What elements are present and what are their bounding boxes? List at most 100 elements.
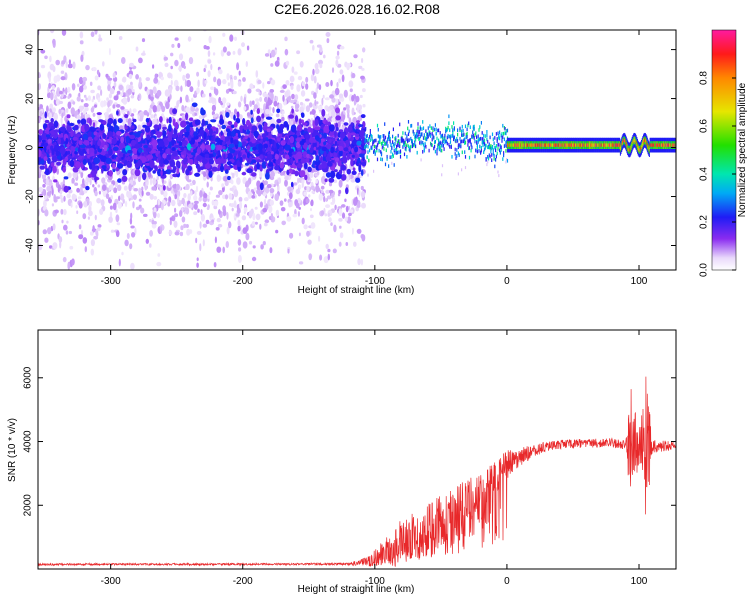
spectrogram-cell — [242, 154, 247, 159]
spectrogram-cell — [82, 159, 87, 166]
spectrogram-cell — [237, 219, 241, 226]
spectrogram-cell — [178, 53, 184, 61]
spectrogram-cell — [164, 89, 170, 97]
spectrogram-cell — [225, 111, 230, 118]
spectrogram-cell — [321, 176, 326, 184]
spectrogram-cell — [284, 90, 289, 98]
spectrogram-cell — [152, 86, 157, 94]
spectrogram-cell — [112, 104, 116, 109]
spectrogram-cell — [352, 139, 357, 146]
spectrogram-cell — [361, 234, 366, 242]
spectrogram-cell — [295, 103, 300, 109]
spectrogram-cell — [333, 224, 337, 233]
spectrogram-cell — [338, 241, 342, 247]
spectrogram-cell — [105, 73, 109, 78]
spectrogram-cell — [266, 153, 273, 161]
spectrogram-cell — [220, 130, 223, 136]
spectrogram-cell — [216, 217, 221, 223]
spectrogram-cell — [122, 169, 128, 176]
figure-title: C2E6.2026.028.16.02.R08 — [274, 1, 440, 17]
spectrogram-cell — [270, 151, 274, 155]
spectrogram-cell — [99, 123, 105, 131]
spectrogram-cell — [75, 147, 79, 152]
spectrogram-cell — [245, 232, 250, 241]
spectrogram-cell — [186, 79, 192, 88]
spectrogram-cell — [180, 85, 183, 92]
spectrogram-cell — [78, 150, 84, 156]
spectrogram-cell — [328, 217, 332, 223]
spectrogram-cell — [167, 201, 171, 207]
spectrogram-cell — [330, 146, 335, 154]
spectrogram-cell — [325, 189, 331, 194]
spectrogram-cell — [276, 118, 282, 124]
spectrogram-cell — [356, 204, 361, 208]
spectrogram-cell — [156, 184, 161, 188]
spectrogram-cell — [344, 198, 347, 203]
spectrogram-cell — [129, 134, 136, 140]
spectrogram-cell — [133, 188, 138, 192]
spectrogram-cell — [145, 117, 150, 123]
spectrogram-cell — [196, 230, 202, 235]
spectrogram-cell — [222, 141, 226, 146]
spectrogram-cell — [284, 48, 289, 56]
spectrogram-cell — [325, 172, 332, 178]
spectrogram-cell — [252, 108, 256, 112]
spectrogram-cell — [256, 189, 260, 195]
spectrogram-cell — [212, 114, 218, 118]
spectrogram-cell — [222, 79, 227, 85]
spectrogram-cell — [263, 222, 268, 227]
spectrogram-cell — [134, 143, 141, 149]
spectrogram-cell — [225, 89, 230, 94]
spectrogram-cell — [193, 211, 198, 216]
spectrogram-cell — [46, 105, 49, 113]
spectrogram-cell — [350, 159, 354, 167]
spectrogram-cell — [153, 165, 158, 169]
spectrogram-cell — [149, 96, 154, 101]
spectrogram-cell — [316, 82, 320, 89]
spectrogram-cell — [243, 124, 248, 131]
spectrogram-cell — [58, 100, 63, 105]
spectrogram-cell — [309, 39, 314, 44]
spectrogram-cell — [121, 175, 128, 182]
spectrogram-cell — [174, 231, 180, 236]
spectrogram-cell — [316, 171, 320, 176]
spectrogram-cell — [368, 137, 370, 141]
spectrogram-cell — [333, 169, 338, 173]
spectrogram-cell — [365, 155, 368, 159]
spectrogram-cell — [146, 88, 150, 96]
spectrogram-cell — [92, 184, 95, 188]
spectrogram-cell — [289, 136, 295, 144]
spectrogram-cell — [272, 107, 275, 114]
spectrogram-cell — [308, 253, 313, 261]
spectrogram-cell — [61, 112, 64, 119]
spectrogram-cell — [198, 196, 202, 202]
spectrogram-marks — [38, 25, 676, 270]
spectrogram-cell — [208, 170, 213, 178]
spectrogram-cell — [291, 66, 295, 73]
spectrogram-cell — [116, 90, 121, 95]
spectrogram-cell — [201, 143, 206, 151]
spectrogram-cell — [324, 213, 328, 217]
spectrogram-cell — [255, 98, 260, 102]
spectrogram-cell — [236, 62, 240, 71]
spectrogram-cell — [79, 85, 84, 93]
spectrogram-cell — [110, 229, 115, 233]
spectrogram-cell — [317, 105, 323, 111]
spectrogram-cell — [115, 230, 120, 238]
spectrogram-cell — [239, 201, 243, 210]
spectrogram-cell — [228, 193, 233, 200]
spectrogram-cell — [194, 200, 199, 204]
spectrogram-cell — [285, 154, 290, 160]
spectrogram-cell — [67, 63, 73, 69]
spectrogram-cell — [38, 186, 43, 193]
spectrogram-cell — [213, 262, 217, 268]
spectrogram-cell — [321, 109, 326, 117]
spectrogram-cell — [320, 25, 322, 28]
spectrogram-cell — [226, 226, 230, 235]
spectrogram-cell — [241, 171, 247, 176]
spectrogram-cell — [122, 119, 125, 126]
spectrogram-cell — [365, 139, 367, 143]
spectrogram-cell — [75, 161, 81, 169]
spectrogram-cell — [284, 179, 288, 187]
spectrogram-cell — [132, 194, 137, 201]
